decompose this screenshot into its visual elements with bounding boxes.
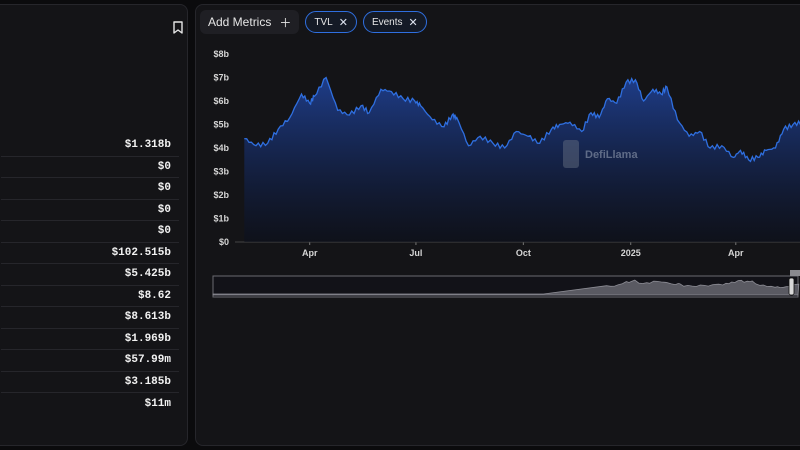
tvl-line	[244, 76, 800, 163]
tvl-chart[interactable]: $0 $1b $2b $3b $4b $5b $6b $7b $8b Apr Jul Oct 2025…	[195, 40, 800, 302]
y-tick-label: $2b	[213, 190, 229, 200]
tvl-area	[244, 77, 800, 242]
y-tick-label: $0	[219, 237, 229, 247]
metrics-list: $1.318b $0 $0 $0 $0 $102.515b $5.425b $8…	[1, 135, 179, 415]
chart-toolbar: Add Metrics ＋ TVL ✕ Events ✕	[200, 10, 427, 34]
y-tick-label: $3b	[213, 167, 229, 177]
metric-value: $8.613b	[1, 307, 179, 329]
metric-value: $0	[1, 157, 179, 178]
metric-value: $5.425b	[1, 264, 179, 286]
plus-icon: ＋	[279, 15, 292, 30]
chip-label: TVL	[314, 16, 333, 28]
range-brush[interactable]	[212, 270, 800, 298]
chip-label: Events	[371, 16, 403, 28]
y-tick-label: $6b	[213, 96, 229, 106]
metric-value: $57.99m	[1, 350, 179, 372]
watermark-text: DefiLlama	[585, 149, 638, 161]
metric-value: $1.969b	[1, 329, 179, 350]
add-metrics-label: Add Metrics	[208, 15, 272, 29]
metric-value: $11m	[144, 397, 171, 410]
close-icon[interactable]: ✕	[408, 16, 418, 29]
x-tick-label: Apr	[302, 248, 318, 258]
x-tick-label: 2025	[621, 248, 641, 258]
metric-value: $0	[1, 221, 179, 243]
x-tick-label: Apr	[728, 248, 744, 258]
y-tick-label: $1b	[213, 214, 229, 224]
brush-handle[interactable]	[788, 277, 795, 296]
y-tick-label: $4b	[213, 143, 229, 153]
x-axis: Apr Jul Oct 2025 Apr	[235, 241, 800, 258]
close-icon[interactable]: ✕	[338, 16, 348, 29]
y-tick-label: $8b	[213, 49, 229, 59]
add-metrics-button[interactable]: Add Metrics ＋	[200, 10, 300, 34]
bookmark-icon[interactable]	[171, 19, 185, 35]
y-tick-label: $5b	[213, 120, 229, 130]
y-tick-label: $7b	[213, 73, 229, 83]
y-axis: $0 $1b $2b $3b $4b $5b $6b $7b $8b	[213, 49, 229, 247]
x-tick-label: Oct	[516, 248, 531, 258]
metric-value: $102.515b	[1, 243, 179, 264]
metric-value: $3.185b	[1, 372, 179, 393]
metric-value: $0	[1, 200, 179, 221]
llama-logo-icon	[563, 140, 579, 168]
chip-events[interactable]: Events ✕	[362, 11, 427, 33]
brush-handle-top[interactable]	[790, 270, 800, 276]
metric-value: $0	[1, 178, 179, 200]
x-tick-label: Jul	[409, 248, 422, 258]
chip-tvl[interactable]: TVL ✕	[305, 11, 357, 33]
metric-value: $1.318b	[1, 135, 179, 157]
protocol-metrics-panel: $1.318b $0 $0 $0 $0 $102.515b $5.425b $8…	[0, 4, 188, 446]
brush-preview	[212, 279, 800, 296]
defillama-watermark: DefiLlama	[563, 140, 638, 168]
metric-value: $8.62	[1, 286, 179, 307]
